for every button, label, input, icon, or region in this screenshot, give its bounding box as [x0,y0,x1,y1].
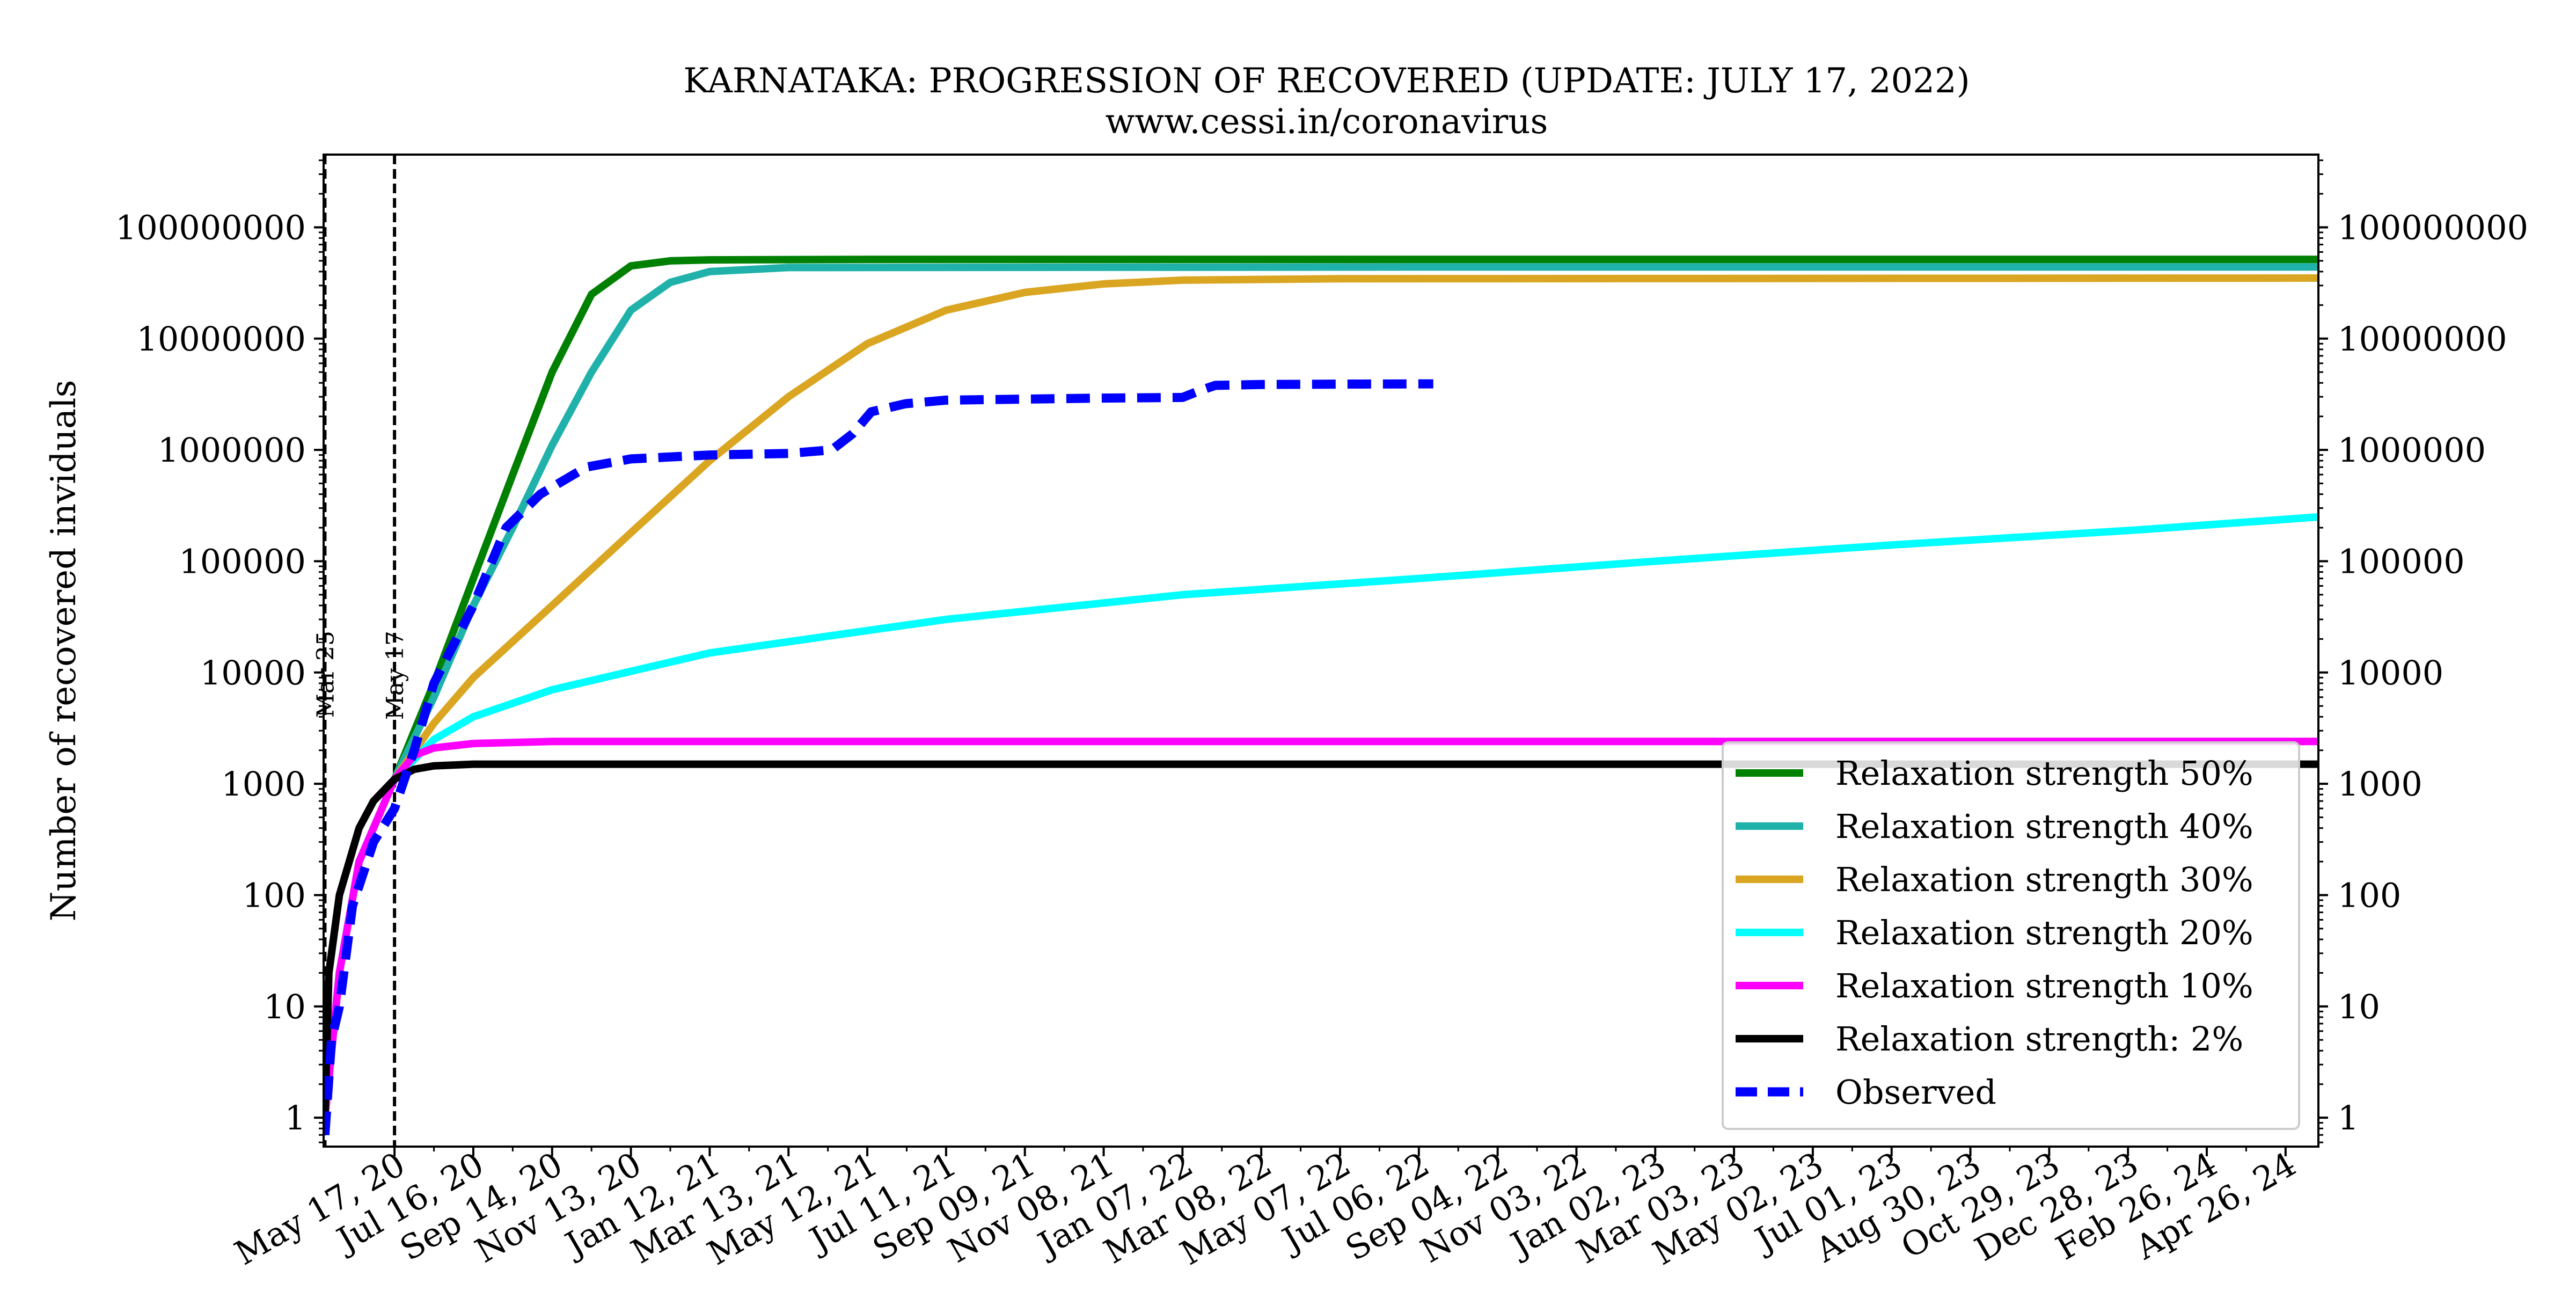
legend: Relaxation strength 50% Relaxation streng… [1722,741,2300,1130]
y-tick-label-left: 10000 [200,653,306,692]
chart-subtitle: www.cessi.in/coronavirus [1106,102,1548,142]
y-tick-label-right: 1000 [2338,764,2423,804]
series-group [324,256,2318,1135]
y-tick-label-right: 10000000 [2338,319,2507,359]
y-tick-label-right: 100000 [2338,542,2465,581]
y-tick-label-right: 100 [2338,876,2401,915]
y-tick-label-left: 100 [243,876,306,915]
legend-entry: Relaxation strength 20% [1835,913,2253,952]
y-tick-label-right: 100000000 [2338,208,2528,247]
y-tick-label-right: 1000000 [2338,431,2486,470]
legend-entry: Relaxation strength 30% [1835,860,2253,899]
y-tick-label-left: 1000 [221,764,306,804]
legend-box [1722,741,2300,1130]
axes-frame [323,154,2319,1148]
legend-entry: Relaxation strength 50% [1835,754,2253,793]
series-line [324,379,1433,1135]
legend-entry: Relaxation strength 40% [1835,807,2253,846]
chart-title: KARNATAKA: PROGRESSION OF RECOVERED (UPD… [683,61,1970,101]
legend-entry: Observed [1835,1073,1996,1112]
y-tick-label-right: 10000 [2338,653,2443,692]
y-tick-label-left: 100000 [179,542,306,581]
legend-entry: Relaxation strength: 2% [1835,1019,2243,1059]
vertical-line-label: May 17 [382,631,409,720]
y-tick-label-right: 10 [2338,987,2380,1026]
y-tick-label-left: 1000000 [158,431,306,470]
series-line [324,760,2318,1118]
y-tick-label-right: 1 [2338,1098,2359,1137]
y-tick-label-left: 100000000 [115,208,306,247]
y-tick-label-left: 10 [264,987,306,1026]
vertical-line-label: Mar 25 [312,631,339,718]
y-tick-label-left: 10000000 [136,319,306,359]
y-tick-label-left: 1 [285,1098,306,1137]
legend-entry: Relaxation strength 10% [1835,966,2253,1005]
y-axis-label: Number of recovered inviduals [44,380,84,922]
